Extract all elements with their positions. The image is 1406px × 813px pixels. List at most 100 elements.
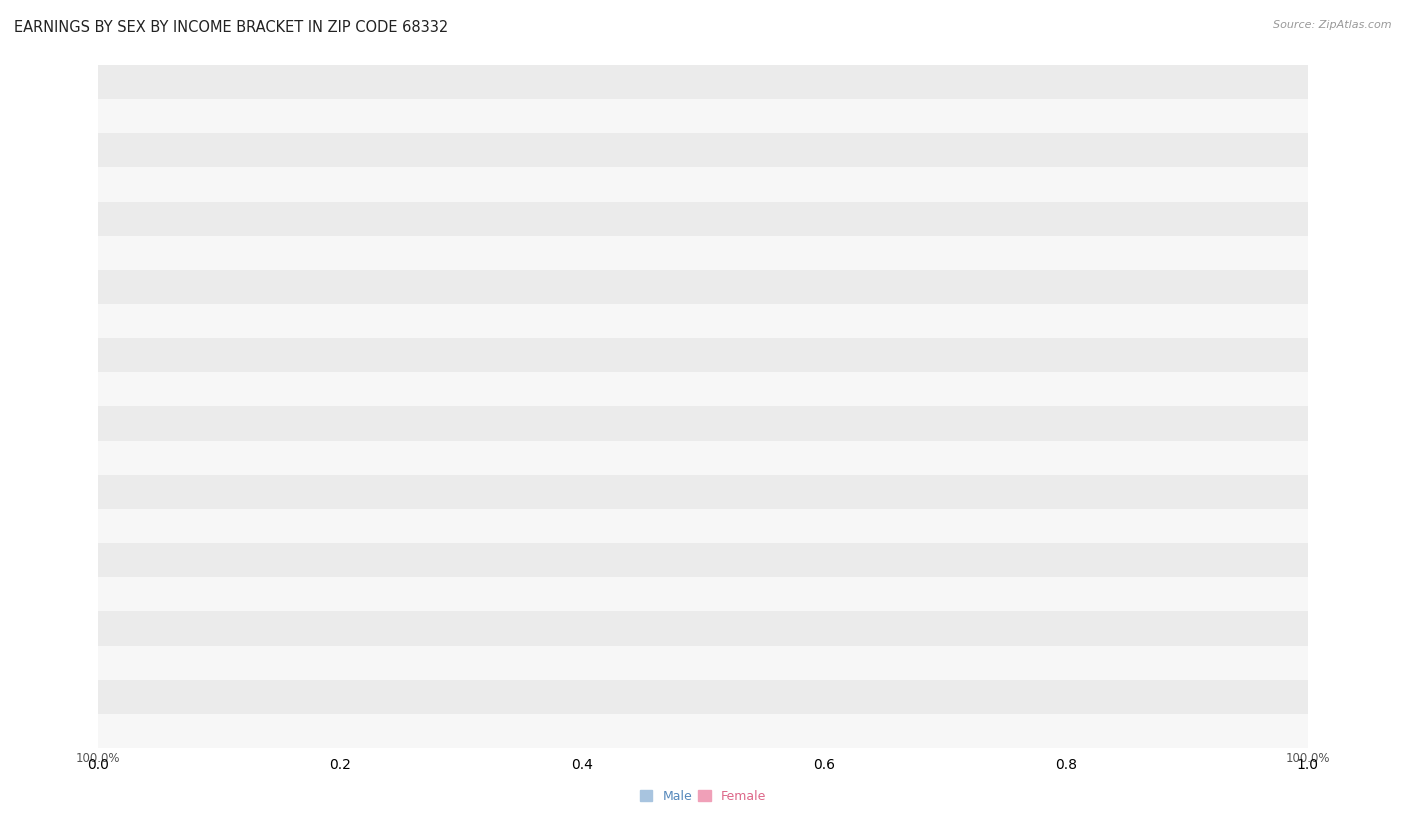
Text: $20,000 to $22,499: $20,000 to $22,499 [657,349,749,362]
Bar [98,611,1308,646]
Text: 0.0%: 0.0% [530,385,558,394]
Bar [537,107,548,126]
Bar [517,209,548,228]
Bar [858,448,1229,467]
Text: 0.0%: 0.0% [876,385,904,394]
Text: 0.0%: 0.0% [876,316,904,326]
Bar [858,107,869,126]
Bar [98,270,1308,304]
Bar [858,585,917,604]
Text: 0.0%: 0.0% [876,214,904,224]
Bar [858,516,877,536]
Bar [537,72,548,92]
Text: 0.0%: 0.0% [530,521,558,531]
Bar [537,687,548,706]
Text: 0.0%: 0.0% [876,146,904,155]
Text: 0.0%: 0.0% [530,248,558,258]
Bar [471,653,548,672]
Text: $100,000+: $100,000+ [672,726,734,736]
Bar [858,482,869,502]
Text: 0.0%: 0.0% [530,589,558,599]
Text: 0.0%: 0.0% [876,726,904,736]
Text: 0.0%: 0.0% [530,111,558,121]
Text: 0.0%: 0.0% [530,726,558,736]
Bar [858,380,869,399]
Bar [98,65,1308,99]
Text: $2,499 or less: $2,499 or less [664,77,742,87]
Text: 0.0%: 0.0% [876,555,904,565]
Text: $10,000 to $12,499: $10,000 to $12,499 [657,212,749,225]
Text: 0.0%: 0.0% [530,282,558,292]
Bar [98,577,1308,611]
Bar [537,346,548,365]
Bar [537,277,548,297]
Text: 0.0%: 0.0% [530,350,558,360]
Bar [537,380,548,399]
Text: $2,500 to $4,999: $2,500 to $4,999 [664,110,742,123]
Text: $65,000 to $74,999: $65,000 to $74,999 [657,656,749,669]
Text: 0.0%: 0.0% [876,111,904,121]
Bar [98,475,1308,509]
Bar [858,687,869,706]
Text: $15,000 to $17,499: $15,000 to $17,499 [657,280,749,293]
Bar [98,714,1308,748]
Bar [537,175,548,194]
Bar [858,277,869,297]
Bar [98,680,1308,714]
Text: 0.0%: 0.0% [876,180,904,189]
Text: 0.0%: 0.0% [876,282,904,292]
Bar [98,372,1308,406]
Text: $30,000 to $34,999: $30,000 to $34,999 [657,451,749,464]
Text: 0.0%: 0.0% [876,692,904,702]
Text: 0.0%: 0.0% [530,453,558,463]
Text: 6.9%: 6.9% [510,214,538,224]
Text: $5,000 to $7,499: $5,000 to $7,499 [664,144,742,157]
Bar [98,543,1308,577]
Bar [858,619,869,638]
Bar [858,175,869,194]
Bar [858,311,869,331]
Text: 4.4%: 4.4% [884,521,912,531]
Bar [537,243,548,263]
Text: 0.0%: 0.0% [876,624,904,633]
Bar [98,509,1308,543]
Text: 0.0%: 0.0% [530,180,558,189]
Text: 3.5%: 3.5% [526,555,554,565]
Text: 0.0%: 0.0% [876,658,904,667]
Bar [858,72,869,92]
Legend: Male, Female: Male, Female [636,785,770,808]
Bar [858,209,869,228]
Bar [537,311,548,331]
Text: $50,000 to $54,999: $50,000 to $54,999 [657,588,749,601]
Bar [537,585,548,604]
Bar [537,141,548,160]
Bar [533,550,548,570]
Text: 0.0%: 0.0% [530,77,558,87]
Bar [858,141,869,160]
Bar [98,167,1308,202]
Bar [98,441,1308,475]
Text: 0.0%: 0.0% [530,146,558,155]
Bar [537,448,548,467]
Text: $45,000 to $49,999: $45,000 to $49,999 [657,554,749,567]
Text: $40,000 to $44,999: $40,000 to $44,999 [657,520,749,533]
Bar [858,414,869,433]
Text: 65.5%: 65.5% [247,624,283,633]
Text: $55,000 to $64,999: $55,000 to $64,999 [657,622,749,635]
Bar [98,304,1308,338]
Bar [537,414,548,433]
Bar [517,482,548,502]
Text: 0.0%: 0.0% [876,248,904,258]
Bar [98,236,1308,270]
Bar [858,721,869,741]
Bar [253,619,548,638]
Text: 0.0%: 0.0% [530,316,558,326]
Text: 82.6%: 82.6% [1236,453,1271,463]
Bar [858,653,869,672]
Text: $22,500 to $24,999: $22,500 to $24,999 [657,383,749,396]
Text: 0.0%: 0.0% [530,419,558,428]
Bar [98,646,1308,680]
Text: 0.0%: 0.0% [876,77,904,87]
Text: 0.0%: 0.0% [876,487,904,497]
Text: $35,000 to $39,999: $35,000 to $39,999 [657,485,749,498]
